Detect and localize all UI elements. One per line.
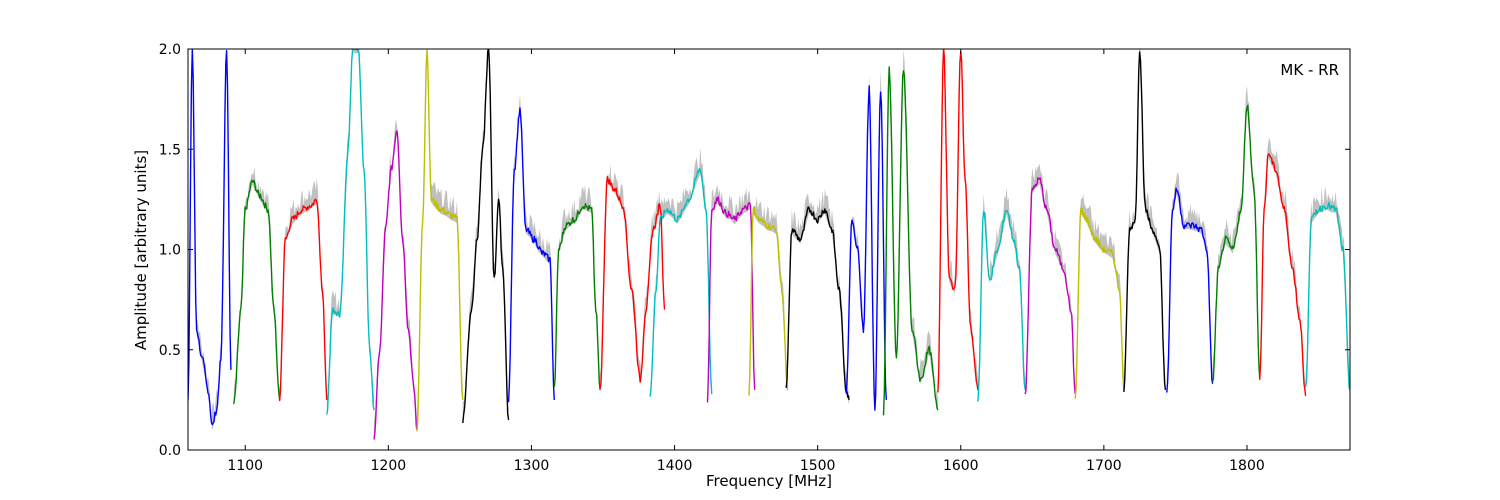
y-axis-ticks: 0.0 0.5 1.0 1.5 2.0 <box>159 42 1350 459</box>
x-tick-label: 1400 <box>657 458 693 474</box>
background-envelope-20 <box>1075 194 1124 404</box>
series-line-18 <box>977 209 1026 402</box>
series-line-1 <box>188 49 232 426</box>
series-line-9 <box>553 203 601 390</box>
series-line-2 <box>233 179 281 404</box>
series-line-16 <box>882 66 939 416</box>
background-envelope-11 <box>650 147 712 398</box>
series-line-15 <box>845 85 887 411</box>
series-line-10 <box>599 175 666 389</box>
background-envelope-14 <box>786 188 850 405</box>
x-tick-label: 1600 <box>943 458 979 474</box>
x-axis-label: Frequency [MHz] <box>706 472 832 490</box>
background-envelope-21 <box>1123 49 1166 394</box>
series-line-21 <box>1123 51 1167 393</box>
x-axis-ticks: 1100 1200 1300 1400 1500 1600 1700 1800 <box>227 49 1265 474</box>
series-line-19 <box>1024 176 1076 395</box>
series-line-22 <box>1166 187 1214 393</box>
series-line-23 <box>1211 104 1261 382</box>
series-line-12 <box>706 196 756 403</box>
series-line-17 <box>937 49 979 393</box>
y-tick-label: 1.0 <box>159 243 181 259</box>
x-tick-label: 1800 <box>1229 458 1265 474</box>
plot-area <box>188 49 1350 450</box>
x-tick-label: 1700 <box>1086 458 1122 474</box>
x-tick-label: 1200 <box>371 458 407 474</box>
series-line-11 <box>649 168 713 397</box>
x-tick-label: 1300 <box>514 458 550 474</box>
y-tick-label: 1.5 <box>159 142 181 158</box>
series-line-25 <box>1304 201 1350 391</box>
series-line-8 <box>507 107 555 403</box>
y-tick-label: 2.0 <box>159 42 181 58</box>
series-line-24 <box>1259 153 1307 396</box>
series-line-14 <box>785 206 850 401</box>
series-line-5 <box>373 130 418 440</box>
series-line-20 <box>1074 207 1125 399</box>
x-tick-label: 1100 <box>227 458 263 474</box>
series-group <box>188 49 1350 440</box>
background-envelope-1 <box>188 49 231 431</box>
y-tick-label: 0.5 <box>159 343 181 359</box>
series-line-7 <box>462 49 510 424</box>
y-axis-label: Amplitude [arbitrary units] <box>132 150 150 350</box>
series-line-3 <box>278 198 328 402</box>
series-line-13 <box>748 206 789 396</box>
series-line-4 <box>326 49 375 415</box>
panel-annotation: MK - RR <box>1280 61 1339 79</box>
x-tick-label: 1500 <box>800 458 836 474</box>
y-tick-label: 0.0 <box>159 443 181 459</box>
series-line-6 <box>416 49 464 432</box>
